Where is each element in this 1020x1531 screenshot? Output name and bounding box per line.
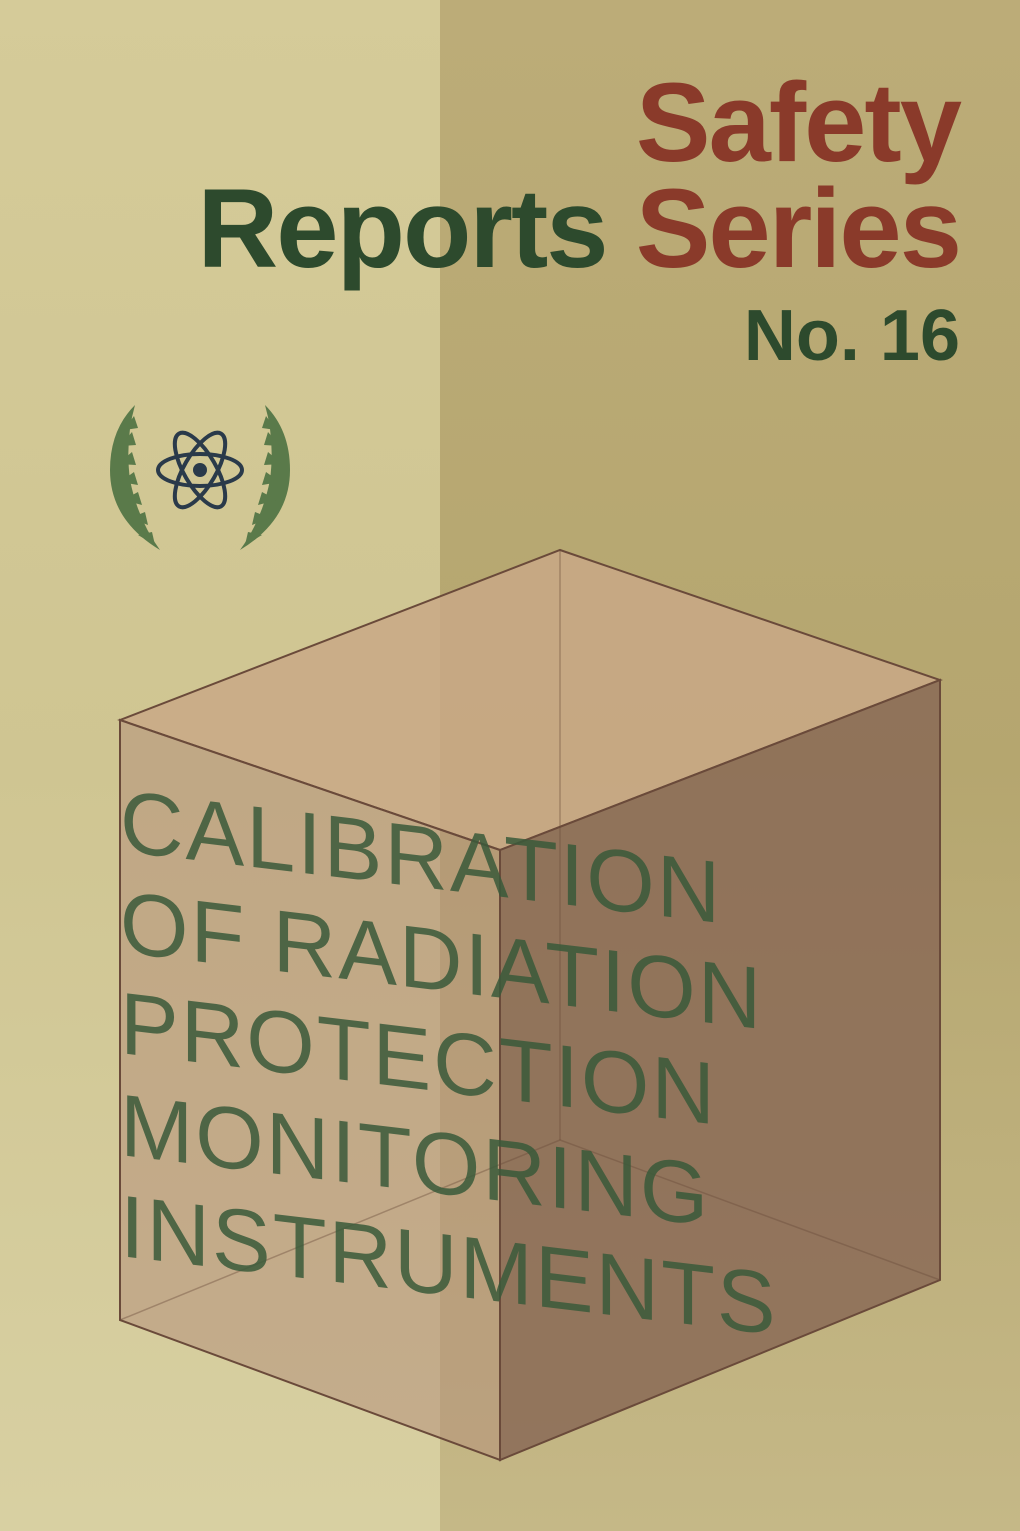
series-words-reports-series: Reports Series (197, 176, 960, 282)
series-word-series: Series (636, 166, 960, 291)
document-title: CALIBRATION OF RADIATION PROTECTION MONI… (120, 770, 820, 1360)
issue-number: No. 16 (197, 295, 960, 377)
series-word-reports: Reports (197, 166, 606, 291)
series-word-safety: Safety (197, 70, 960, 176)
series-title-block: Safety Reports Series No. 16 (197, 70, 960, 377)
